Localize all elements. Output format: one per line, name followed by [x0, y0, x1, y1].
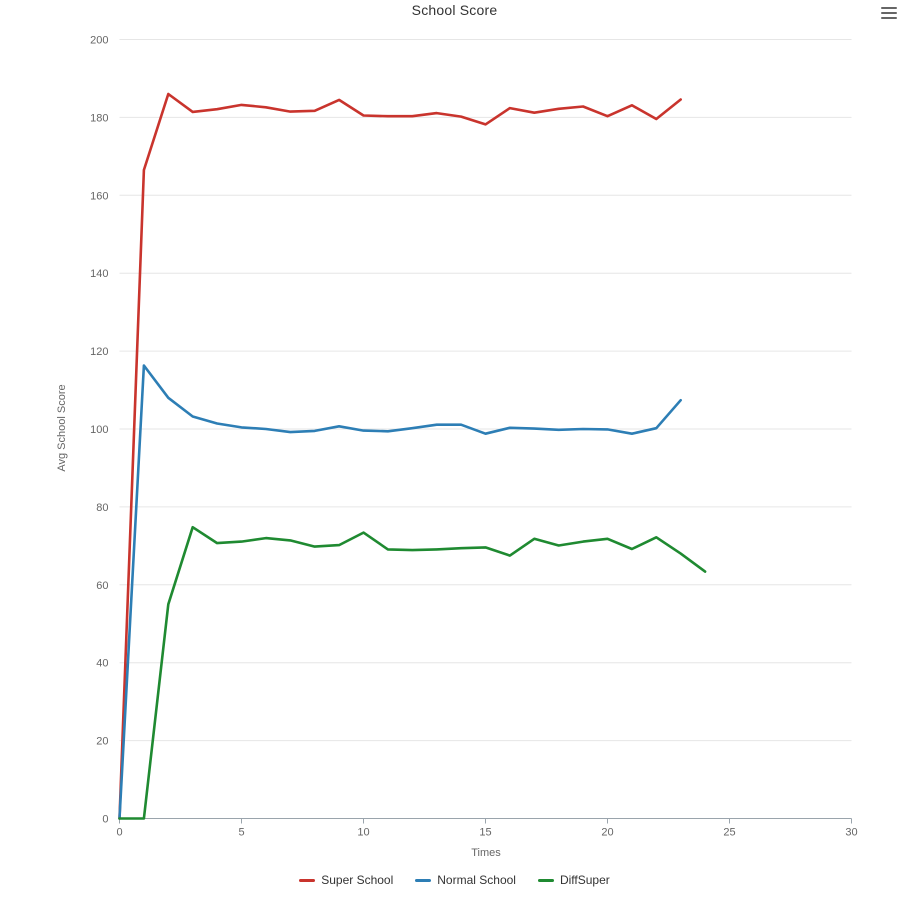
legend-item-super-school[interactable]: Super School	[299, 873, 393, 887]
y-tick-label: 160	[90, 190, 108, 202]
x-tick-label: 25	[723, 827, 735, 839]
y-tick-label: 140	[90, 268, 108, 280]
legend-item-diffsuper[interactable]: DiffSuper	[537, 873, 610, 887]
legend-item-normal-school[interactable]: Normal School	[415, 873, 516, 887]
y-tick-label: 40	[96, 658, 108, 670]
y-tick-label: 80	[96, 502, 108, 514]
y-tick-label: 180	[90, 112, 108, 124]
legend-label: DiffSuper	[559, 873, 610, 887]
x-tick-label: 15	[479, 827, 491, 839]
legend-marker-line-icon	[537, 878, 554, 882]
x-tick-label: 10	[357, 827, 369, 839]
y-tick-label: 20	[96, 736, 108, 748]
legend-label: Super School	[321, 873, 394, 887]
series-line-normal-school	[118, 364, 683, 820]
y-tick-label: 0	[102, 814, 108, 826]
series-line-super-school	[118, 92, 683, 820]
legend-marker-line-icon	[415, 878, 432, 882]
y-tick-label: 120	[90, 346, 108, 358]
x-tick-label: 30	[845, 827, 857, 839]
y-axis-title: Avg School Score	[56, 384, 68, 472]
chart-context-menu-button[interactable]	[877, 3, 901, 25]
y-tick-label: 200	[90, 35, 108, 47]
y-tick-label: 60	[96, 580, 108, 592]
hamburger-icon	[881, 7, 897, 21]
legend-label: Normal School	[437, 873, 516, 887]
x-axis-title: Times	[471, 847, 501, 859]
legend: Super School Normal School DiffSuper	[0, 873, 909, 887]
y-tick-label: 100	[90, 424, 108, 436]
x-tick-label: 0	[116, 827, 122, 839]
chart-title: School Score	[411, 2, 498, 18]
x-tick-label: 5	[238, 827, 244, 839]
series-line-diffsuper	[118, 525, 707, 820]
legend-marker-line-icon	[299, 878, 316, 882]
x-tick-label: 20	[601, 827, 613, 839]
